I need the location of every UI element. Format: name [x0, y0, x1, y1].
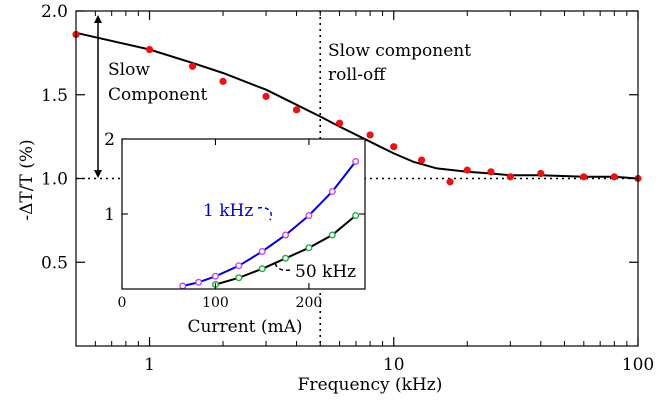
x-tick-label: 10: [383, 355, 405, 375]
inset-data-point: [305, 211, 313, 219]
data-point: [537, 169, 545, 178]
data-point: [417, 156, 426, 164]
inset-data-point: [328, 187, 336, 195]
data-point: [506, 173, 514, 181]
inset-y-tick-label: 2: [104, 130, 115, 150]
data-point: [487, 168, 495, 176]
inset-data-point: [258, 265, 266, 273]
data-point: [145, 45, 154, 54]
data-point: [188, 62, 197, 70]
inset-x-tick-label: 100: [202, 295, 229, 311]
data-point: [335, 119, 344, 127]
inset-data-point: [282, 231, 290, 239]
inset-data-point: [352, 157, 360, 165]
y-tick-label: 0.5: [41, 253, 68, 273]
y-tick-label: 1.0: [41, 170, 68, 190]
inset-data-point: [328, 231, 336, 239]
data-point: [580, 173, 588, 181]
inset-data-point: [352, 211, 360, 219]
main-x-axis-label: Frequency (kHz): [298, 375, 443, 395]
rolloff-label-line2: roll-off: [328, 65, 387, 85]
x-tick-label: 100: [622, 355, 654, 375]
main-y-ticks: 0.5 1.0 1.5 2.0: [41, 2, 638, 273]
inset-data-point: [211, 272, 219, 280]
data-point: [366, 131, 374, 139]
inset-y-ticks: 12: [104, 130, 365, 225]
rolloff-label-line1: Slow component: [328, 41, 471, 61]
data-point: [463, 166, 471, 174]
x-tick-label: 1: [144, 355, 155, 375]
main-x-ticks: 1 10 100: [75, 11, 654, 375]
data-point: [262, 92, 270, 101]
inset-y-tick-label: 1: [104, 205, 115, 225]
main-data-points: [72, 30, 642, 186]
inset-data-point: [179, 282, 187, 290]
series-leader-1khz: [257, 206, 272, 221]
inset-data-point: [305, 244, 313, 252]
main-plot: 1 10 100 0.51.01.52.0 Frequency (kHz) -ΔT/…: [17, 2, 654, 395]
main-y-axis-label: -ΔT/T (%): [17, 139, 37, 220]
data-point: [446, 178, 454, 186]
y-tick-label: 1.5: [41, 86, 68, 106]
inset-x-tick-label: 200: [296, 295, 323, 311]
data-point: [610, 173, 618, 181]
slow-component-label-line2: Component: [108, 85, 207, 105]
inset-x-tick-label: 0: [118, 295, 127, 311]
inset-x-axis-label: Current (mA): [187, 317, 302, 337]
inset-data-point: [235, 262, 243, 270]
inset-x-ticks: 0 100 200: [118, 139, 323, 311]
inset-data-point: [258, 247, 266, 255]
series-leader-50khz: [274, 261, 291, 272]
slow-component-label-line1: Slow: [108, 60, 150, 80]
inset-plot: 0 100 200 12 Current (mA) 1 kHz 50 kHz: [104, 130, 366, 337]
inset-data-point: [235, 274, 243, 282]
inset-data-points: [179, 157, 360, 290]
data-point: [219, 77, 227, 85]
inset-data-point: [282, 254, 290, 262]
y-tick-label: 2.0: [41, 2, 68, 22]
inset-data-point: [195, 278, 203, 286]
data-point: [390, 143, 398, 151]
series-label-50khz: 50 kHz: [295, 262, 356, 282]
series-label-1khz: 1 kHz: [203, 201, 253, 221]
data-point: [292, 106, 301, 114]
